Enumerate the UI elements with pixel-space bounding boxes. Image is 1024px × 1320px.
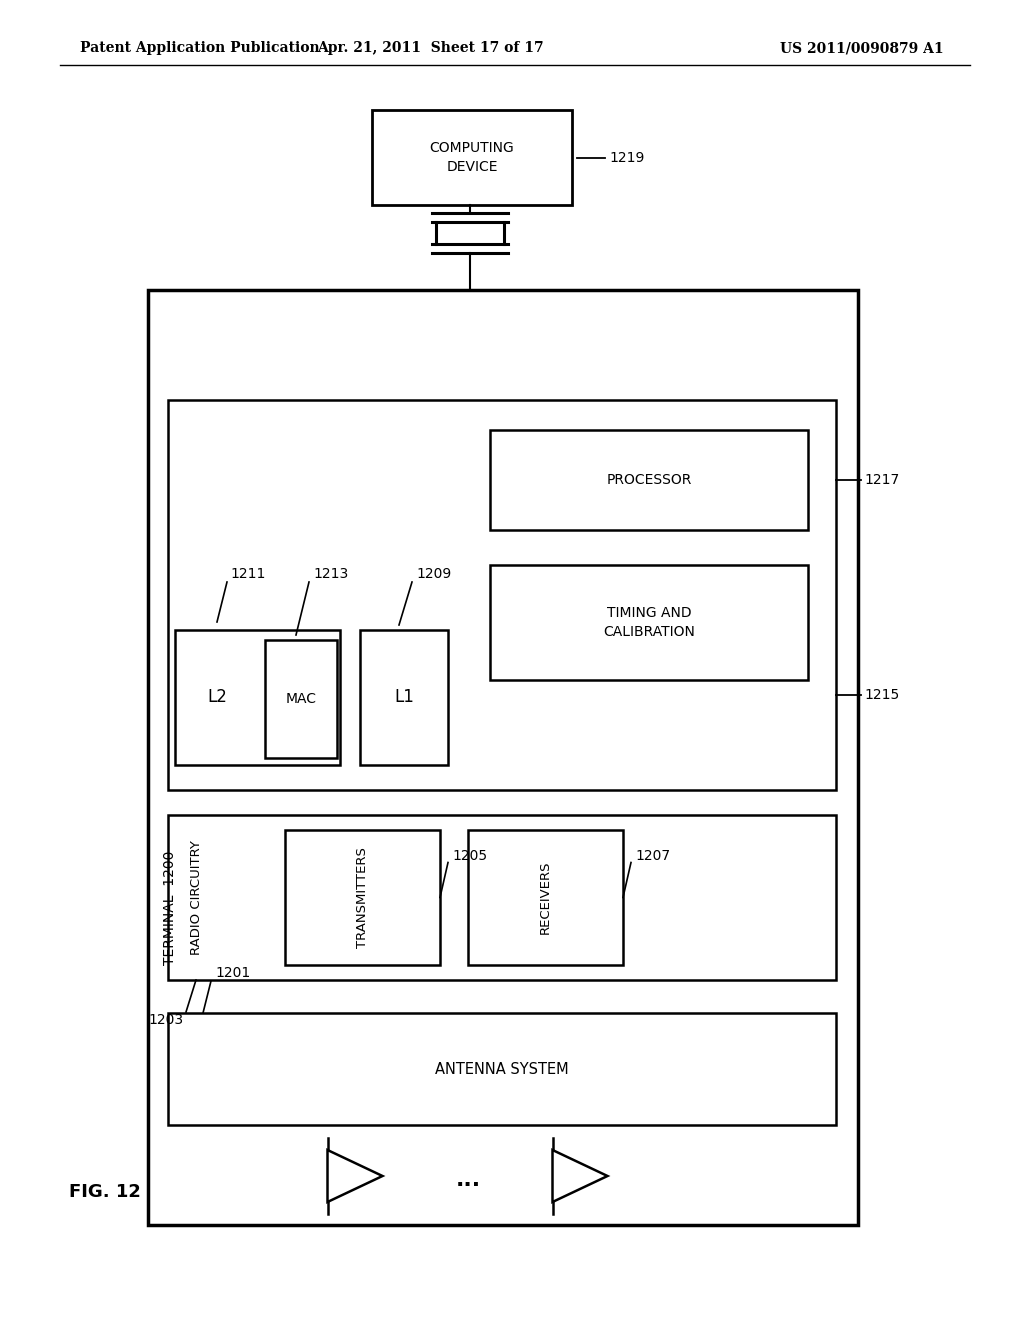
- Text: L2: L2: [207, 689, 227, 706]
- Text: 1215: 1215: [864, 688, 899, 702]
- Text: ...: ...: [456, 1170, 480, 1191]
- Text: L1: L1: [394, 689, 414, 706]
- Bar: [490, 430, 808, 531]
- Text: FIG. 12: FIG. 12: [69, 1183, 141, 1201]
- Bar: [360, 630, 449, 766]
- Text: 1217: 1217: [864, 473, 899, 487]
- Text: 1211: 1211: [230, 568, 265, 581]
- Text: RECEIVERS: RECEIVERS: [539, 861, 552, 935]
- Text: RADIO CIRCUITRY: RADIO CIRCUITRY: [189, 840, 203, 954]
- Text: 1207: 1207: [635, 849, 670, 862]
- Text: TRANSMITTERS: TRANSMITTERS: [356, 847, 369, 948]
- Text: ANTENNA SYSTEM: ANTENNA SYSTEM: [435, 1061, 568, 1077]
- Text: US 2011/0090879 A1: US 2011/0090879 A1: [780, 41, 944, 55]
- Text: 1213: 1213: [313, 568, 348, 581]
- Text: TIMING AND
CALIBRATION: TIMING AND CALIBRATION: [603, 606, 695, 639]
- Bar: [468, 830, 623, 965]
- Text: 1205: 1205: [452, 849, 487, 862]
- Text: 1219: 1219: [609, 150, 644, 165]
- Bar: [168, 814, 836, 979]
- Text: COMPUTING
DEVICE: COMPUTING DEVICE: [430, 141, 514, 174]
- Bar: [168, 400, 836, 789]
- Bar: [168, 1012, 836, 1125]
- Text: Apr. 21, 2011  Sheet 17 of 17: Apr. 21, 2011 Sheet 17 of 17: [316, 41, 544, 55]
- Text: 1201: 1201: [215, 966, 250, 979]
- Text: TERMINAL  1200: TERMINAL 1200: [163, 850, 177, 965]
- Bar: [285, 830, 440, 965]
- Bar: [175, 630, 340, 766]
- Bar: [148, 290, 858, 1225]
- Bar: [490, 565, 808, 680]
- Text: PROCESSOR: PROCESSOR: [606, 473, 691, 487]
- Bar: [372, 110, 572, 205]
- Text: 1209: 1209: [416, 568, 452, 581]
- Bar: [436, 222, 504, 244]
- Text: 1203: 1203: [148, 1012, 184, 1027]
- Text: MAC: MAC: [286, 692, 316, 706]
- Text: Patent Application Publication: Patent Application Publication: [80, 41, 319, 55]
- Bar: [265, 640, 337, 758]
